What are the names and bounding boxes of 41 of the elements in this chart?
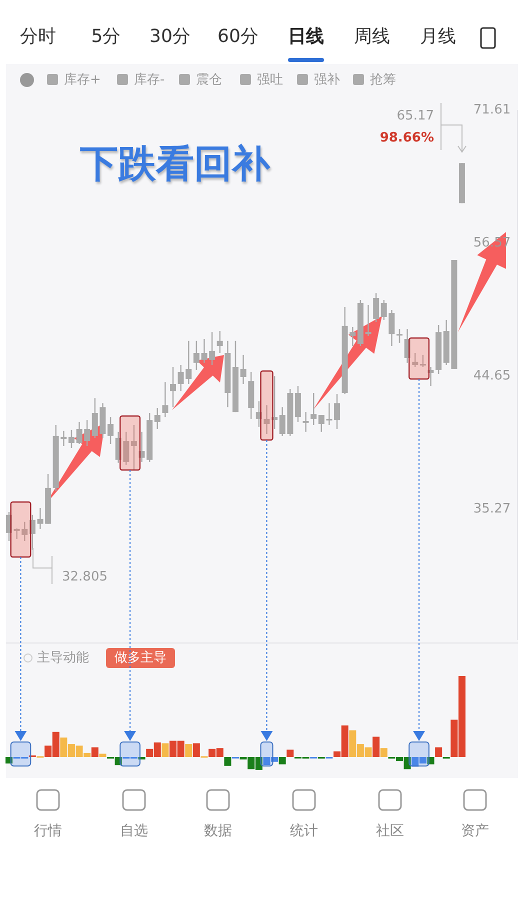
- annotation: 65.17: [396, 108, 434, 124]
- bar: [278, 757, 286, 764]
- text: 分时: [20, 26, 56, 47]
- y-tick-label: 71.61: [473, 102, 511, 118]
- text: 社区: [376, 822, 404, 839]
- annotation: 98.66%: [380, 130, 434, 146]
- text: 震仓: [196, 72, 222, 88]
- text: 资产: [461, 822, 489, 839]
- bar: [435, 747, 442, 757]
- bar: [162, 743, 169, 757]
- text: 统计: [290, 822, 318, 839]
- text: 周线: [354, 26, 390, 47]
- text: 库存-: [134, 72, 165, 88]
- text: 下跌看回补: [80, 141, 271, 186]
- bar: [286, 750, 294, 757]
- bar: [192, 743, 200, 757]
- bar: [91, 747, 98, 757]
- chart-title: 主导动能: [37, 650, 89, 666]
- bar: [99, 754, 106, 757]
- text: 库存+: [64, 72, 101, 88]
- text: 抢筹: [370, 72, 396, 88]
- y-tick-label: 35.27: [473, 502, 511, 517]
- bar: [224, 757, 232, 766]
- bar: [372, 736, 380, 757]
- text: 强补: [314, 72, 340, 88]
- text: 5分: [91, 26, 121, 47]
- y-tick-label: 44.65: [473, 368, 511, 384]
- text: 行情: [34, 822, 62, 839]
- bar: [185, 744, 192, 757]
- text: 60分: [218, 26, 258, 47]
- bar: [6, 757, 12, 764]
- text: 强吐: [257, 72, 283, 88]
- text: 30分: [150, 26, 190, 47]
- bar: [380, 748, 388, 757]
- text: 数据: [204, 822, 232, 839]
- text: 日线: [288, 26, 324, 47]
- text: 月线: [420, 26, 456, 47]
- text: 做多主导: [114, 650, 166, 666]
- bar: [427, 757, 434, 764]
- annotation: 32.805: [62, 570, 108, 585]
- text: 自选: [120, 822, 148, 839]
